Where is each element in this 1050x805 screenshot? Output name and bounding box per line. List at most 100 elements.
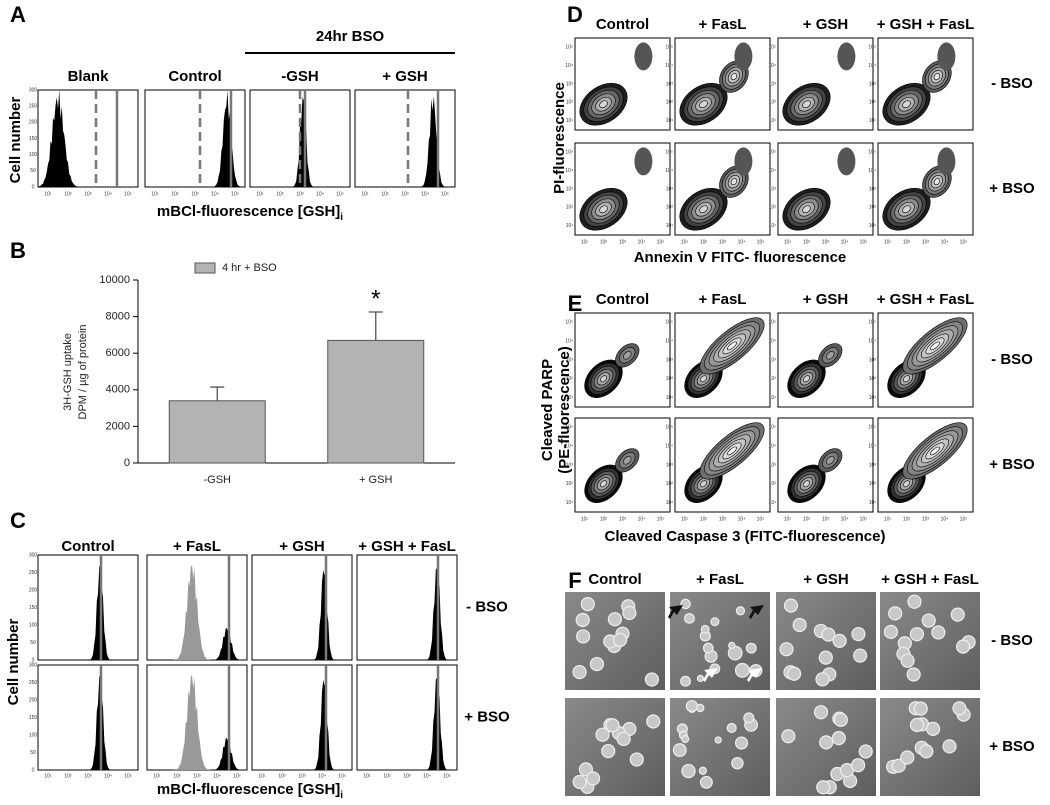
contour <box>599 100 608 109</box>
x-tick-label: 10⁵ <box>757 516 765 522</box>
x-tick-label: 10² <box>903 239 911 245</box>
contour <box>803 375 810 383</box>
y-tick-label: 2000 <box>106 420 130 432</box>
y-axis-label: (PE-fluorescence) <box>556 346 573 474</box>
x-tick-label: 10⁵ <box>336 191 344 197</box>
cell <box>818 650 833 665</box>
x-tick-label: -GSH <box>204 474 232 486</box>
cell <box>815 672 830 687</box>
y-tick-label: 10⁵ <box>868 425 876 431</box>
histogram <box>250 97 350 187</box>
row-label: - BSO <box>466 598 508 615</box>
y-tick-label: 10³ <box>566 186 574 192</box>
column-title: Control <box>596 291 649 308</box>
y-tick-label: 10¹ <box>666 223 674 229</box>
y-tick-label: 10³ <box>666 357 674 363</box>
plot-frame <box>251 664 353 771</box>
y-tick-label: 10³ <box>869 357 877 363</box>
contour <box>903 375 910 383</box>
x-tick-label: 10² <box>600 516 608 522</box>
cell <box>907 594 922 609</box>
x-tick-label: 10⁴ <box>316 191 324 197</box>
x-tick-label: 10⁵ <box>231 191 239 197</box>
column-title: + GSH + FasL <box>877 291 975 308</box>
legend-swatch <box>194 262 216 274</box>
cell <box>681 763 696 779</box>
cell <box>816 780 831 795</box>
y-tick-label: 10⁴ <box>565 168 573 174</box>
x-tick-label: 10¹ <box>784 239 792 245</box>
x-tick-label: 10¹ <box>681 516 689 522</box>
histogram <box>38 89 138 187</box>
y-tick-label: 10⁴ <box>768 168 776 174</box>
x-axis-label: mBCl-fluorescence [GSH]i <box>157 781 343 801</box>
cell <box>831 730 846 746</box>
x-tick-label: 10³ <box>719 239 727 245</box>
cell <box>851 626 866 642</box>
y-tick-label: 150 <box>29 605 38 611</box>
x-axis-label-sub: i <box>340 790 343 801</box>
contour <box>700 375 707 383</box>
y-tick-label: 10⁵ <box>565 45 573 51</box>
y-tick-label: 100 <box>29 622 38 628</box>
cell <box>684 612 695 624</box>
cell <box>612 632 628 648</box>
histogram <box>147 565 247 660</box>
y-tick-label: 10⁴ <box>868 444 876 450</box>
y-tick-label: 10¹ <box>666 118 674 124</box>
x-tick-label: 10⁵ <box>960 516 968 522</box>
x-tick-label: 10³ <box>401 191 409 197</box>
x-tick-label: 10¹ <box>153 773 161 779</box>
x-tick-label: 10² <box>276 191 284 197</box>
x-axis-label: Cleaved Caspase 3 (FITC-fluorescence) <box>605 528 886 545</box>
x-tick-label: 10² <box>64 191 72 197</box>
y-tick-label: 150 <box>29 715 38 721</box>
y-tick-label: 10⁴ <box>665 63 673 69</box>
x-axis-label-sub: i <box>340 212 343 223</box>
x-tick-label: 10² <box>700 516 708 522</box>
x-tick-label: 10⁴ <box>421 191 429 197</box>
cell <box>575 612 590 628</box>
x-tick-label: 10⁴ <box>423 773 431 779</box>
y-tick-label: 10³ <box>566 81 574 87</box>
x-tick-label: 10³ <box>719 516 727 522</box>
cell <box>622 605 637 621</box>
y-tick-label: 10⁵ <box>665 45 673 51</box>
cell <box>702 642 714 654</box>
y-tick-label: 300 <box>29 87 38 93</box>
contour <box>727 341 737 351</box>
contour <box>802 100 811 109</box>
y-tick-label: 10⁴ <box>665 168 673 174</box>
y-tick-label: 10⁴ <box>768 444 776 450</box>
cell <box>833 712 848 727</box>
y-tick-label: 50 <box>30 640 36 646</box>
cell <box>891 758 906 773</box>
y-tick-label: 10² <box>566 100 574 106</box>
cell <box>952 701 967 716</box>
x-tick-label: 10¹ <box>884 239 892 245</box>
y-tick-label: 10² <box>566 481 574 487</box>
contour <box>930 446 940 456</box>
y-tick-label: 100 <box>29 152 38 158</box>
x-tick-label: 10³ <box>822 516 830 522</box>
y-tick-label: 10000 <box>99 274 130 286</box>
column-title: + GSH <box>279 538 324 555</box>
cell <box>921 613 936 628</box>
y-tick-label: 10⁵ <box>768 150 776 156</box>
panel-letter: C <box>10 508 26 533</box>
x-tick-label: 10⁴ <box>841 239 849 245</box>
y-tick-label: 6000 <box>106 347 130 359</box>
x-tick-label: 10³ <box>619 239 627 245</box>
y-tick-label: 10⁵ <box>565 150 573 156</box>
column-title: Control <box>61 538 114 555</box>
contour <box>902 205 911 214</box>
cell <box>821 627 836 642</box>
x-tick-label: 10² <box>381 191 389 197</box>
y-tick-label: 10⁴ <box>768 63 776 69</box>
column-title: + GSH + FasL <box>877 16 975 33</box>
x-tick-label: 10¹ <box>363 773 371 779</box>
y-tick-label: 10³ <box>566 357 574 363</box>
x-tick-label: 10² <box>173 773 181 779</box>
column-title: Control <box>596 16 649 33</box>
significance-marker: * <box>371 285 380 312</box>
